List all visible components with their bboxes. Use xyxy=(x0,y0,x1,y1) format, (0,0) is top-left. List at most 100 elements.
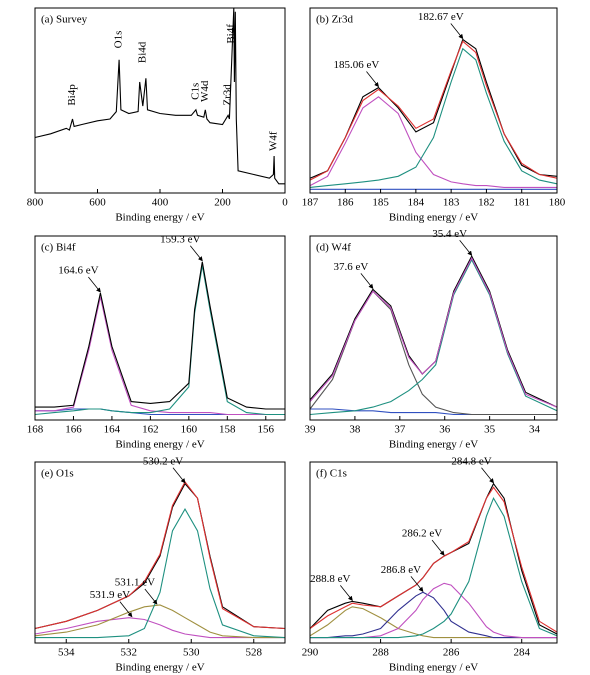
peak-label: Zr3d xyxy=(222,84,234,106)
x-tick-label: 158 xyxy=(219,424,236,436)
x-tick-label: 37 xyxy=(394,424,406,436)
panel: (d) W4f 39 38 37 36 35 34 Binding energy / eV 37… xyxy=(305,228,558,451)
annotation-arrow xyxy=(119,601,133,618)
panel: (b) Zr3d 187 186 185 184 183 182 181 180 Binding … xyxy=(302,7,566,224)
x-tick-label: 600 xyxy=(89,197,106,209)
x-tick-label: 290 xyxy=(302,647,319,659)
plot-frame xyxy=(309,461,558,644)
peak-label: Bi4f xyxy=(225,24,237,44)
x-tick-label: 36 xyxy=(439,424,451,436)
x-tick-label: 184 xyxy=(408,197,425,209)
x-tick-label: 34 xyxy=(529,424,541,436)
spectrum-curve xyxy=(310,591,557,639)
plot-frame xyxy=(34,461,286,644)
spectrum-curve xyxy=(35,261,285,410)
x-tick-label: 38 xyxy=(349,424,361,436)
annotation-arrow xyxy=(366,71,379,88)
peak-label: Bi4d xyxy=(136,41,148,63)
x-tick-label: 35 xyxy=(484,424,496,436)
annotation-arrow xyxy=(410,576,424,592)
x-tick-label: 168 xyxy=(27,424,44,436)
peak-annotation: 288.8 eV xyxy=(310,573,350,585)
spectrum-curve xyxy=(34,7,285,185)
peak-label: C1s xyxy=(189,83,201,100)
x-tick-label: 164 xyxy=(104,424,121,436)
spectrum-curve xyxy=(309,290,557,416)
annotation-arrow xyxy=(450,23,464,40)
annotation-arrow xyxy=(431,539,445,556)
spectrum-curve xyxy=(309,258,558,416)
x-axis-label: Binding energy / eV xyxy=(389,439,478,451)
spectrum-curve xyxy=(309,96,557,188)
x-tick-label: 0 xyxy=(282,197,288,209)
x-tick-label: 288 xyxy=(372,647,389,659)
x-axis-label: Binding energy / eV xyxy=(115,212,204,224)
peak-annotation: 35.4 eV xyxy=(432,228,467,240)
x-tick-label: 185 xyxy=(372,197,389,209)
spectrum-curve xyxy=(34,604,285,639)
spectrum-curve xyxy=(34,617,285,639)
x-tick-label: 532 xyxy=(121,647,138,659)
x-tick-label: 156 xyxy=(258,424,275,436)
spectrum-curve xyxy=(309,256,558,408)
annotation-arrow xyxy=(459,239,473,256)
panel-title: (d) W4f xyxy=(316,242,351,254)
spectrum-curve xyxy=(309,47,558,188)
panel-title: (e) O1s xyxy=(41,468,74,480)
x-tick-label: 286 xyxy=(443,647,460,659)
spectrum-curve xyxy=(309,40,558,181)
peak-annotation: 284.8 eV xyxy=(451,455,491,467)
panel: (f) C1s 290 288 286 284 Binding energy / eV 28… xyxy=(302,455,558,674)
x-axis-label: Binding energy / eV xyxy=(115,662,204,674)
spectrum-curve xyxy=(35,507,286,639)
x-tick-label: 180 xyxy=(549,197,566,209)
peak-annotation: 164.6 eV xyxy=(58,265,98,277)
x-tick-label: 186 xyxy=(337,197,354,209)
spectrum-curve xyxy=(34,265,285,416)
x-tick-label: 182 xyxy=(478,197,495,209)
plot-frame xyxy=(34,235,286,421)
spectrum-curve xyxy=(310,582,557,639)
peak-annotation: 530.2 eV xyxy=(143,455,183,467)
x-axis-label: Binding energy / eV xyxy=(115,439,204,451)
peak-annotation: 531.1 eV xyxy=(115,577,155,589)
spectrum-curve xyxy=(34,482,286,630)
plot-frame xyxy=(309,7,558,194)
peak-annotation: 37.6 eV xyxy=(333,261,368,273)
x-tick-label: 284 xyxy=(513,647,530,659)
x-tick-label: 187 xyxy=(302,197,319,209)
x-tick-label: 528 xyxy=(246,647,263,659)
annotation-arrow xyxy=(360,273,374,289)
peak-annotation: 286.8 eV xyxy=(381,564,421,576)
annotation-arrow xyxy=(144,588,158,605)
panel-title: (c) Bi4f xyxy=(41,242,76,254)
spectrum-curve xyxy=(34,480,286,630)
spectrum-curve xyxy=(309,486,558,633)
panel: (a) Survey 800 600 400 200 0 Binding energy / … xyxy=(27,7,288,224)
annotation-arrow xyxy=(172,467,186,484)
peak-annotation: 185.06 eV xyxy=(334,59,380,71)
x-tick-label: 200 xyxy=(214,197,231,209)
x-tick-label: 183 xyxy=(443,197,460,209)
annotation-arrow xyxy=(189,245,203,262)
x-tick-label: 530 xyxy=(183,647,200,659)
x-tick-label: 800 xyxy=(27,197,44,209)
panel-title: (b) Zr3d xyxy=(316,14,353,26)
spectrum-curve xyxy=(309,254,558,408)
annotation-arrow xyxy=(88,276,101,293)
peak-annotation: 159.3 eV xyxy=(160,233,200,245)
x-tick-label: 39 xyxy=(305,424,317,436)
annotation-arrow xyxy=(340,585,353,601)
x-tick-label: 181 xyxy=(513,197,530,209)
x-axis-label: Binding energy / eV xyxy=(389,662,478,674)
peak-annotation: 531.9 eV xyxy=(90,589,130,601)
panel-title: (a) Survey xyxy=(41,14,88,26)
x-tick-label: 166 xyxy=(65,424,82,436)
peak-label: W4f xyxy=(268,131,280,151)
x-tick-label: 162 xyxy=(142,424,159,436)
peak-label: W4d xyxy=(199,80,211,102)
panel: (c) Bi4f 168 166 164 162 160 158 156 Binding ene… xyxy=(27,233,286,451)
peak-annotation: 182.67 eV xyxy=(418,11,464,23)
panel: (e) O1s 534 532 530 528 Binding energy / eV 53… xyxy=(34,455,286,674)
